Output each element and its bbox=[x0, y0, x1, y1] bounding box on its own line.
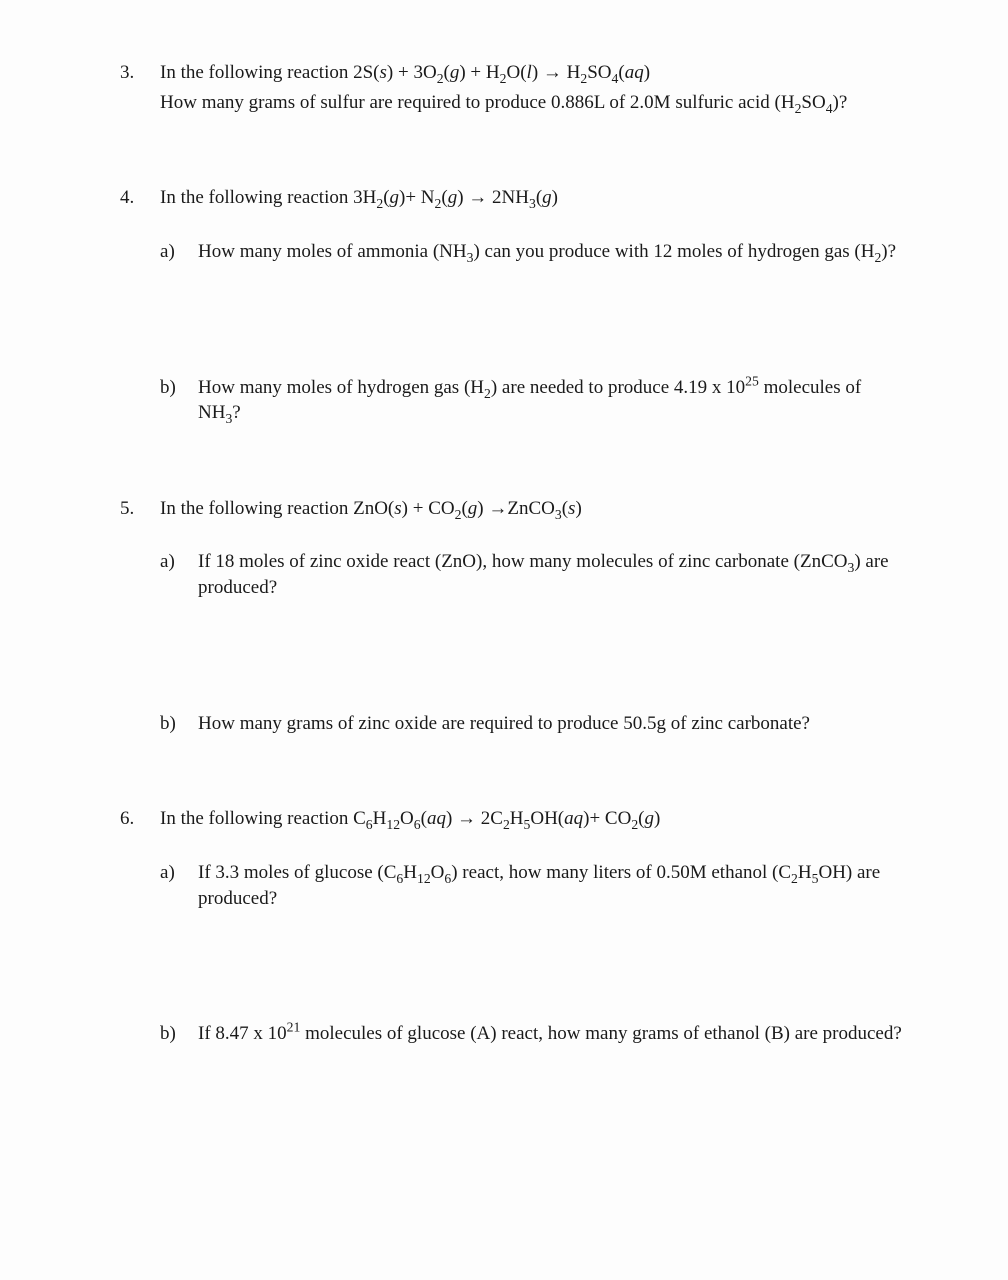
sub-part-list: If 18 moles of zinc oxide react (ZnO), h… bbox=[160, 549, 908, 736]
question-6: In the following reaction C6H12O6(aq) → … bbox=[120, 806, 908, 1047]
question-followup: How many grams of sulfur are required to… bbox=[160, 90, 908, 116]
sub-part-a: If 3.3 moles of glucose (C6H12O6) react,… bbox=[160, 860, 908, 911]
sub-part-list: How many moles of ammonia (NH3) can you … bbox=[160, 239, 908, 426]
sub-part-a: How many moles of ammonia (NH3) can you … bbox=[160, 239, 908, 265]
question-4: In the following reaction 3H2(g)+ N2(g) … bbox=[120, 185, 908, 426]
question-stem: In the following reaction C6H12O6(aq) → … bbox=[160, 806, 908, 832]
sub-part-b: How many moles of hydrogen gas (H2) are … bbox=[160, 375, 908, 426]
question-5: In the following reaction ZnO(s) + CO2(g… bbox=[120, 496, 908, 737]
question-list: In the following reaction 2S(s) + 3O2(g)… bbox=[120, 60, 908, 1047]
sub-part-list: If 3.3 moles of glucose (C6H12O6) react,… bbox=[160, 860, 908, 1047]
sub-part-a: If 18 moles of zinc oxide react (ZnO), h… bbox=[160, 549, 908, 600]
sub-part-b: How many grams of zinc oxide are require… bbox=[160, 711, 908, 737]
question-3: In the following reaction 2S(s) + 3O2(g)… bbox=[120, 60, 908, 115]
question-stem: In the following reaction ZnO(s) + CO2(g… bbox=[160, 496, 908, 522]
sub-part-b: If 8.47 x 1021 molecules of glucose (A) … bbox=[160, 1021, 908, 1047]
question-stem: In the following reaction 2S(s) + 3O2(g)… bbox=[160, 60, 908, 86]
worksheet-page: In the following reaction 2S(s) + 3O2(g)… bbox=[0, 0, 1008, 1177]
question-stem: In the following reaction 3H2(g)+ N2(g) … bbox=[160, 185, 908, 211]
